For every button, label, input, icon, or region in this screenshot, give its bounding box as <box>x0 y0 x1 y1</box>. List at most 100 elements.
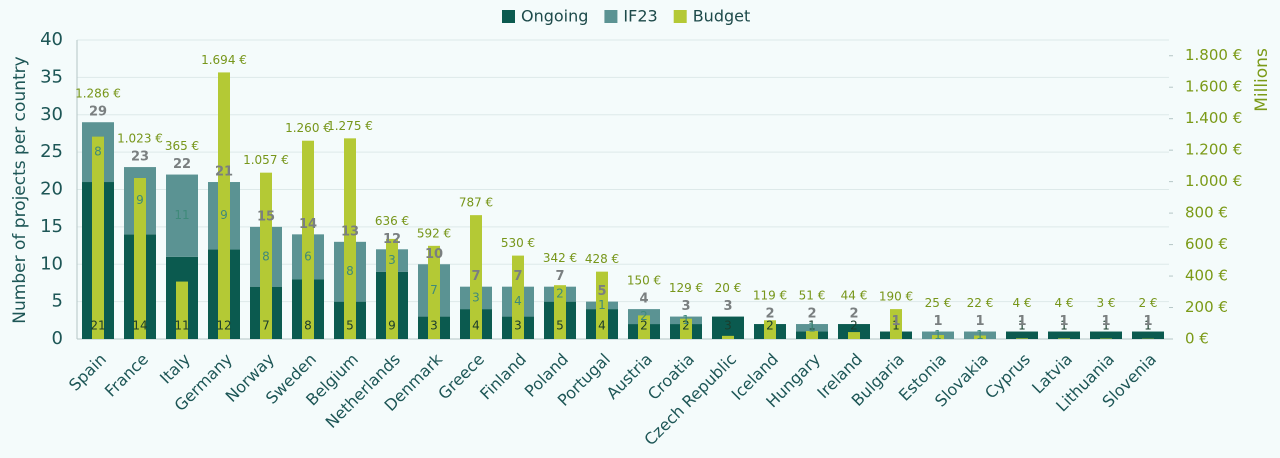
y-tick-label: 25 <box>40 141 63 162</box>
y2-tick-label: 1.400 € <box>1185 109 1242 127</box>
total-label: 22 <box>173 157 191 172</box>
segment-label: 1 <box>892 319 900 333</box>
segment-label: 1 <box>808 319 816 333</box>
total-label: 2 <box>849 307 858 322</box>
y2-tick-label: 0 € <box>1185 330 1209 348</box>
segment-label: 2 <box>556 287 564 301</box>
segment-label: 8 <box>94 145 102 159</box>
budget-label: 3 € <box>1096 296 1115 310</box>
segment-label: 2 <box>850 319 858 333</box>
segment-label: 5 <box>346 319 354 333</box>
budget-bar <box>428 245 440 339</box>
budget-bar <box>92 136 104 339</box>
budget-bar <box>932 335 944 339</box>
x-tick-label: France <box>101 350 152 401</box>
budget-bar <box>344 138 356 339</box>
total-label: 3 <box>681 299 690 314</box>
budget-bar <box>176 281 188 339</box>
bar-segment <box>712 316 744 339</box>
bar-segment <box>1090 331 1122 339</box>
y-tick-label: 20 <box>40 179 63 200</box>
bar-segment <box>1048 331 1080 339</box>
y-tick-label: 35 <box>40 66 63 87</box>
y-tick-label: 15 <box>40 216 63 237</box>
legend-label: Budget <box>693 7 751 26</box>
segment-label: 6 <box>304 249 312 263</box>
budget-label: 1.275 € <box>327 119 373 133</box>
segment-label: 2 <box>640 309 648 323</box>
y2-tick-label: 200 € <box>1185 298 1228 316</box>
budget-label: 22 € <box>967 296 994 310</box>
budget-label: 44 € <box>841 289 868 303</box>
y-tick-label: 30 <box>40 104 63 125</box>
y2-tick-label: 1.600 € <box>1185 78 1242 96</box>
budget-bar <box>722 335 734 339</box>
budget-bar <box>806 330 818 339</box>
segment-label: 3 <box>430 319 438 333</box>
segment-label: 9 <box>388 319 396 333</box>
segment-label: 1 <box>1018 319 1026 333</box>
budget-label: 119 € <box>753 289 787 303</box>
total-label: 21 <box>215 165 233 180</box>
budget-label: 1.286 € <box>75 87 121 101</box>
legend-swatch <box>673 10 687 23</box>
budget-label: 1.694 € <box>201 53 247 67</box>
budget-label: 4 € <box>1054 296 1073 310</box>
total-label: 5 <box>597 284 606 299</box>
total-label: 12 <box>383 232 401 247</box>
budget-bar <box>554 285 566 339</box>
y2-axis-title: Millions <box>1252 48 1272 112</box>
budget-label: 592 € <box>417 226 451 240</box>
segment-label: 4 <box>598 319 606 333</box>
budget-label: 1.057 € <box>243 153 289 167</box>
segment-label: 1 <box>976 328 984 342</box>
total-label: 3 <box>723 299 732 314</box>
segment-label: 4 <box>514 294 522 308</box>
y-tick-label: 10 <box>40 253 63 274</box>
bar-segment <box>166 174 198 257</box>
budget-label: 20 € <box>715 281 742 295</box>
total-label: 2 <box>765 307 774 322</box>
budget-bar <box>512 255 524 339</box>
bar-segment <box>1006 331 1038 339</box>
total-label: 1 <box>975 314 984 329</box>
x-tick-label: Greece <box>434 350 488 404</box>
budget-bar <box>596 271 608 339</box>
legend-swatch <box>604 10 618 23</box>
segment-label: 8 <box>346 264 354 278</box>
segment-label: 3 <box>472 290 480 304</box>
x-tick-label: Finland <box>476 350 530 404</box>
bar-segment <box>796 324 828 332</box>
budget-label: 25 € <box>925 296 952 310</box>
total-label: 1 <box>1101 314 1110 329</box>
budget-label: 428 € <box>585 252 619 266</box>
y2-tick-label: 400 € <box>1185 267 1228 285</box>
segment-label: 3 <box>724 319 732 333</box>
segment-label: 3 <box>514 319 522 333</box>
segment-label: 1 <box>598 298 606 312</box>
budget-bar <box>302 140 314 339</box>
y-tick-label: 0 <box>52 328 63 349</box>
budget-label: 365 € <box>165 139 199 153</box>
budget-bar <box>470 215 482 339</box>
segment-label: 11 <box>174 319 189 333</box>
budget-bar <box>218 72 230 339</box>
segment-label: 9 <box>136 193 144 207</box>
segment-label: 7 <box>430 283 438 297</box>
budget-label: 4 € <box>1012 296 1031 310</box>
budget-label: 1.260 € <box>285 121 331 135</box>
segment-label: 4 <box>472 319 480 333</box>
x-tick-label: Cyprus <box>981 350 1034 403</box>
y2-tick-label: 800 € <box>1185 204 1228 222</box>
y2-tick-label: 1.200 € <box>1185 141 1242 159</box>
y-axis-title: Number of projects per country <box>10 56 30 323</box>
total-label: 23 <box>131 150 149 165</box>
budget-bar <box>134 178 146 339</box>
segment-label: 1 <box>682 313 690 327</box>
total-label: 1 <box>1059 314 1068 329</box>
segment-label: 1 <box>934 328 942 342</box>
total-label: 14 <box>299 217 317 232</box>
budget-bar <box>260 172 272 339</box>
total-label: 7 <box>471 269 480 284</box>
